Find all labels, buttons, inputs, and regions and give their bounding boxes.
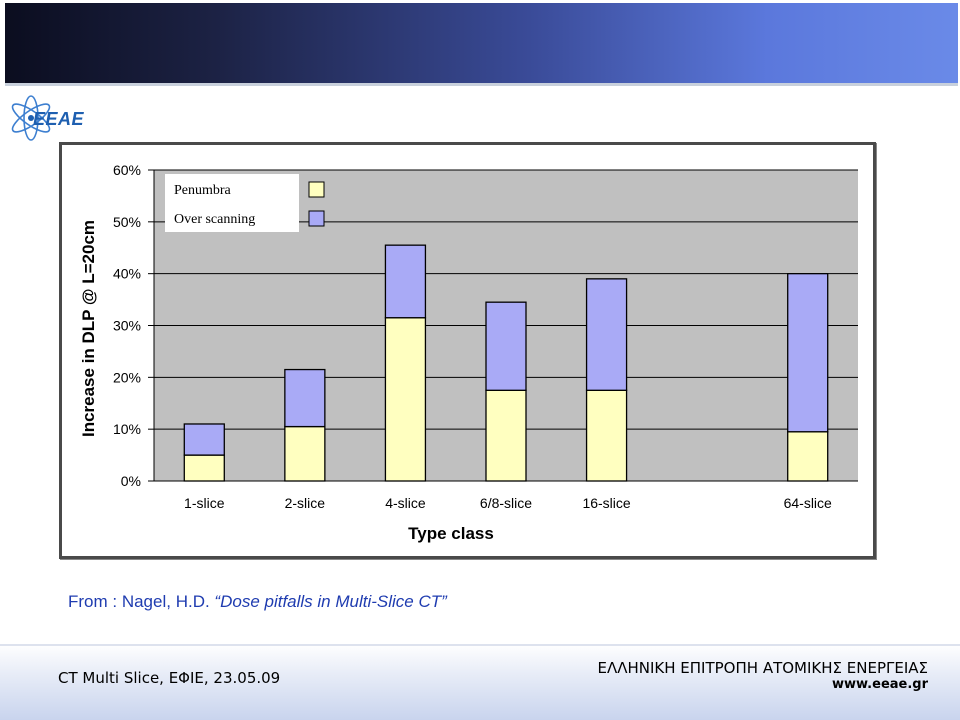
x-tick-label: 4-slice <box>385 495 426 511</box>
x-axis-title: Type class <box>408 524 494 543</box>
bar-segment <box>787 431 829 482</box>
bar-segment <box>183 454 225 482</box>
footer-url: www.eeae.gr <box>831 677 928 692</box>
source-citation: From : Nagel, H.D. “Dose pitfalls in Mul… <box>68 592 447 612</box>
y-tick-label: 30% <box>113 318 141 334</box>
title-banner <box>5 3 958 83</box>
source-prefix: From : Nagel, H.D. <box>68 592 215 611</box>
stacked-bar-chart: 0% 10% 20% 30% 40% 50% 60% 1-slice 2-slice 4-slic… <box>79 162 858 543</box>
chart-frame: 0% 10% 20% 30% 40% 50% 60% 1-slice 2-slice 4-slic… <box>59 142 876 559</box>
x-tick-label: 2-slice <box>285 495 326 511</box>
y-axis-title: Increase in DLP @ L=20cm <box>79 220 98 437</box>
bar-segment <box>284 368 326 428</box>
bar-segment <box>384 244 427 319</box>
footer-bar <box>0 644 960 720</box>
bar-segment <box>485 389 527 482</box>
y-tick-label: 10% <box>113 421 141 437</box>
footer-event: CT Multi Slice, ΕΦΙΕ, 23.05.09 <box>58 669 281 687</box>
footer-organization: ΕΛΛΗΝΙΚΗ ΕΠΙΤΡΟΠΗ ΑΤΟΜΙΚΗΣ ΕΝΕΡΓΕΙΑΣ <box>597 659 928 677</box>
legend-swatch <box>308 210 325 227</box>
bar-segment <box>384 317 427 482</box>
bar-segment <box>485 301 527 391</box>
x-tick-label: 1-slice <box>184 495 225 511</box>
atom-logo-icon <box>11 95 51 141</box>
banner-divider <box>5 83 958 86</box>
bar-segment <box>585 389 628 482</box>
y-tick-label: 60% <box>113 162 141 178</box>
x-tick-label: 6/8-slice <box>480 495 532 511</box>
y-tick-label: 0% <box>121 473 141 489</box>
legend-label: Penumbra <box>174 183 232 198</box>
legend-box <box>165 174 299 232</box>
footer-divider <box>0 644 960 646</box>
y-tick-label: 50% <box>113 214 141 230</box>
x-tick-label: 64-slice <box>784 495 832 511</box>
legend-label: Over scanning <box>174 212 255 227</box>
logo-text: EEAE <box>33 109 85 129</box>
y-tick-label: 20% <box>113 369 141 385</box>
x-tick-label: 16-slice <box>582 495 630 511</box>
bar-segment <box>787 273 829 433</box>
bars <box>183 244 829 482</box>
legend: Penumbra Over scanning <box>165 174 325 232</box>
source-title: “Dose pitfalls in Multi-Slice CT” <box>214 592 447 611</box>
bar-segment <box>284 425 326 482</box>
bar-segment <box>585 278 628 391</box>
axes: 0% 10% 20% 30% 40% 50% 60% 1-slice 2-slice 4-slic… <box>79 162 858 543</box>
bar-segment <box>183 423 225 456</box>
legend-swatch <box>308 181 325 198</box>
y-tick-label: 40% <box>113 266 141 282</box>
